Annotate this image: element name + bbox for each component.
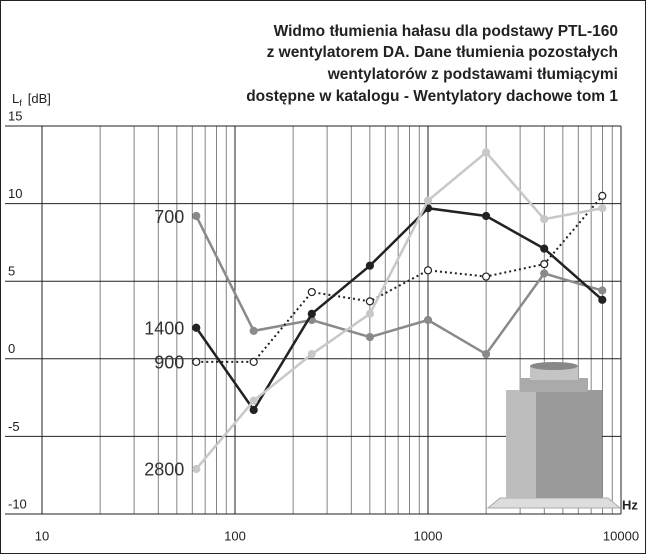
data-point — [599, 205, 606, 212]
data-point — [250, 397, 257, 404]
data-point — [483, 149, 490, 156]
series-label: 2800 — [144, 460, 184, 480]
y-tick-label: -10 — [8, 496, 27, 511]
x-tick-label: 10 — [35, 528, 49, 543]
y-tick-label: 10 — [8, 186, 22, 201]
data-point — [425, 267, 432, 274]
data-point — [193, 358, 200, 365]
data-point — [250, 407, 257, 414]
data-point — [541, 245, 548, 252]
data-point — [366, 334, 373, 341]
data-point — [483, 213, 490, 220]
y-tick-label: 5 — [8, 264, 15, 279]
data-point — [425, 317, 432, 324]
y-label-main: L — [12, 91, 19, 106]
data-point — [193, 465, 200, 472]
data-point — [541, 216, 548, 223]
title-line: z wentylatorem DA. Dane tłumienia pozost… — [267, 44, 618, 61]
data-point — [483, 273, 490, 280]
data-point — [308, 289, 315, 296]
x-tick-label: 10000 — [603, 528, 639, 543]
title-line: dostępne w katalogu - Wentylatory dachow… — [246, 88, 618, 105]
data-point — [483, 351, 490, 358]
data-point — [541, 261, 548, 268]
x-tick-label: 1000 — [414, 528, 443, 543]
series-label: 1400 — [144, 319, 184, 339]
data-point — [193, 324, 200, 331]
x-tick-label: 100 — [224, 528, 246, 543]
data-point — [250, 358, 257, 365]
x-axis-label: Hz — [622, 497, 638, 512]
y-tick-label: -5 — [8, 419, 20, 434]
data-point — [366, 310, 373, 317]
data-point — [599, 296, 606, 303]
y-tick-label: 0 — [8, 341, 15, 356]
data-point — [250, 327, 257, 334]
y-label-unit: [dB] — [28, 91, 51, 106]
data-point — [541, 270, 548, 277]
y-axis-label: Lf[dB] — [12, 91, 51, 108]
series-label: 900 — [154, 353, 184, 373]
title-line: wentylatorów z podstawami tłumiącymi — [327, 66, 618, 83]
title-line: Widmo tłumienia hałasu dla podstawy PTL-… — [274, 23, 618, 40]
series-label: 700 — [154, 207, 184, 227]
data-point — [425, 197, 432, 204]
data-point — [599, 287, 606, 294]
y-tick-label: 15 — [8, 108, 22, 123]
data-point — [308, 310, 315, 317]
chart: Widmo tłumienia hałasu dla podstawy PTL-… — [0, 0, 646, 554]
data-point — [366, 262, 373, 269]
data-point — [308, 351, 315, 358]
data-point — [366, 298, 373, 305]
data-point — [599, 192, 606, 199]
data-point — [193, 213, 200, 220]
